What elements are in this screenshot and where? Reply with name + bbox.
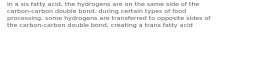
Text: in a sis fatty acid, the hydrogens are on the same side of the
carbon-carbon dou: in a sis fatty acid, the hydrogens are o… xyxy=(7,2,210,28)
